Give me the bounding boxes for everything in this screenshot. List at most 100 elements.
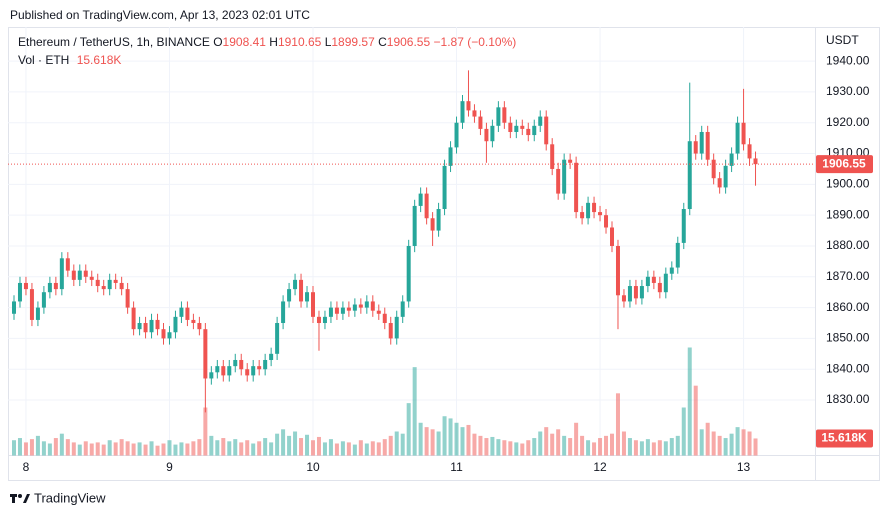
candle-body	[460, 101, 465, 123]
candle-body	[269, 353, 274, 360]
candle-body	[412, 205, 417, 246]
candle-body	[29, 289, 34, 320]
volume-bar	[669, 438, 674, 456]
y-tick-label: 1900.00	[826, 177, 870, 191]
volume-bar	[747, 431, 752, 456]
candle-body	[687, 141, 692, 210]
volume-bar	[209, 435, 214, 456]
y-axis-title: USDT	[826, 33, 859, 47]
volume-value: 15.618K	[76, 53, 122, 67]
candle-body	[83, 270, 88, 277]
volume-bar	[101, 444, 106, 456]
volume-bar	[311, 440, 315, 456]
volume-bar	[574, 422, 579, 456]
volume-bar	[263, 438, 268, 456]
candle-body	[167, 332, 172, 339]
volume-bar	[269, 442, 274, 456]
volume-bar	[723, 438, 728, 456]
volume-bar	[83, 441, 88, 456]
candle-body	[657, 282, 662, 293]
candle-body	[287, 289, 292, 302]
candle-body	[77, 270, 82, 280]
volume-bar	[346, 442, 351, 456]
volume-bar	[47, 443, 52, 456]
volume-bar	[610, 433, 614, 456]
x-tick-label: 10	[306, 460, 320, 474]
volume-bar	[125, 441, 130, 456]
candle-body	[753, 158, 758, 165]
ohlc-value: 1910.65	[277, 35, 322, 49]
volume-bar	[305, 434, 310, 456]
candle-body	[526, 128, 531, 136]
candle-body	[598, 212, 603, 216]
volume-bar	[370, 441, 375, 456]
volume-bar	[424, 427, 429, 456]
volume-bar	[568, 438, 573, 456]
volume-bar	[149, 441, 154, 456]
volume-bar	[633, 440, 638, 456]
candle-body	[615, 245, 620, 296]
symbol: Ethereum / TetherUS, 1h, BINANCE	[18, 35, 210, 49]
volume-bar	[137, 442, 142, 456]
candle-body	[705, 131, 710, 160]
volume-label-bg	[816, 429, 873, 448]
volume-bar	[478, 435, 483, 456]
volume-bar	[334, 443, 339, 456]
candle-body	[53, 282, 58, 290]
candle-body	[251, 366, 256, 376]
volume-bar	[681, 407, 686, 456]
volume-bar	[550, 433, 555, 456]
candle-body	[161, 329, 166, 339]
candle-body	[35, 307, 40, 320]
legend-row: Ethereum / TetherUS, 1h, BINANCE O1908.4…	[18, 35, 516, 49]
ohlc-value: 1906.55	[386, 35, 431, 49]
axes: 1830.00 1840.00 1850.00 1860.00 1870.00 1880.…	[23, 53, 873, 474]
candle-body	[89, 276, 94, 280]
candle-body	[239, 359, 244, 370]
grid	[8, 27, 815, 455]
volume-bar	[556, 429, 561, 456]
volume-bar	[508, 441, 513, 456]
volume-title: Vol · ETH	[18, 53, 70, 67]
volume-bar	[65, 439, 70, 456]
y-tick-label: 1870.00	[826, 269, 870, 283]
candle-body	[137, 323, 142, 330]
volume-bar	[173, 444, 178, 456]
candle-body	[119, 282, 124, 290]
volume-bar	[532, 438, 537, 456]
candle-body	[155, 319, 160, 330]
volume-bar	[580, 435, 585, 456]
candle-body	[17, 282, 22, 302]
candle-body	[651, 276, 656, 283]
candle-body	[322, 316, 327, 324]
volume-bar	[675, 435, 680, 456]
candle-body	[478, 116, 483, 129]
y-tick-label: 1920.00	[826, 115, 870, 129]
candle-body	[23, 282, 28, 290]
candle-body	[245, 369, 250, 376]
volume-bar	[215, 440, 220, 456]
volume-bar	[705, 422, 710, 456]
volume-bar	[645, 439, 650, 456]
candle-body	[358, 304, 363, 308]
candle-body	[550, 144, 555, 169]
volume-bar	[203, 407, 208, 456]
candle-body	[520, 125, 525, 129]
volume-bar	[95, 442, 100, 456]
volume-legend: Vol · ETH 15.618K	[18, 53, 121, 67]
volume-bar	[35, 435, 40, 456]
volume-bar	[107, 440, 112, 456]
candle-body	[400, 301, 405, 317]
volume-bar	[143, 444, 148, 456]
candle-body	[633, 286, 638, 299]
y-tick-label: 1840.00	[826, 361, 870, 375]
volume-bar	[119, 439, 124, 456]
volume-bar	[17, 438, 22, 456]
candle-body	[621, 295, 626, 302]
candle-body	[675, 242, 680, 268]
volume-bar	[251, 443, 256, 456]
volume-bar	[621, 431, 626, 456]
candle-body	[113, 279, 118, 283]
candle-body	[586, 202, 591, 219]
volume-bar	[161, 443, 166, 456]
